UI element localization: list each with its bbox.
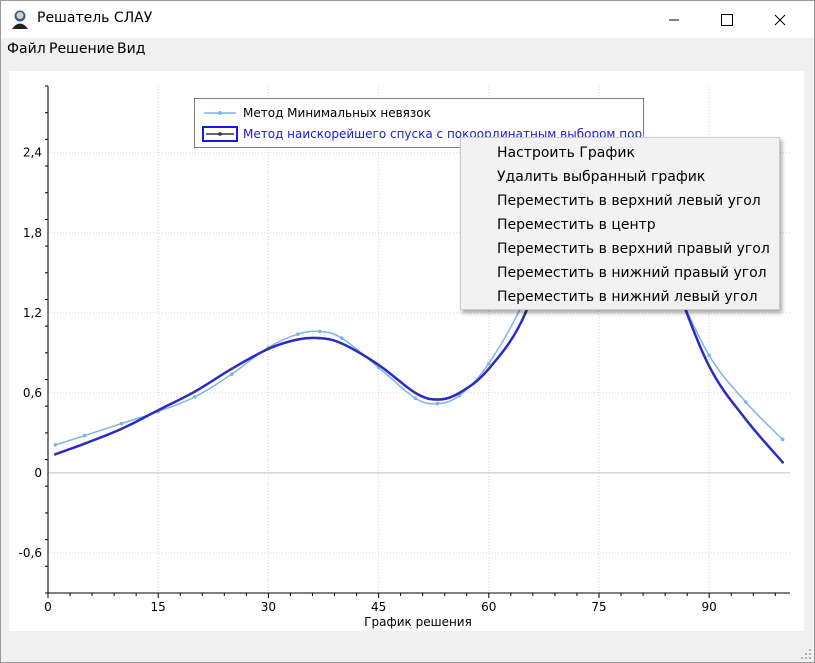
y-tick-label: 1,2 (23, 306, 42, 320)
series-point (53, 443, 58, 447)
series-point (82, 433, 87, 438)
y-tick-label: 1,8 (23, 226, 42, 240)
series-point (781, 460, 785, 464)
y-tick-label: 0,6 (23, 386, 42, 400)
series-point (413, 396, 418, 401)
series-point (295, 332, 300, 336)
series-point (413, 391, 417, 395)
x-tick-label: 30 (261, 600, 276, 614)
series-point (744, 400, 748, 405)
series-point (296, 338, 300, 341)
user-avatar-icon (12, 10, 28, 29)
series-point (266, 347, 270, 351)
x-tick-label: 90 (702, 600, 717, 614)
series-point (486, 361, 491, 366)
series-point (53, 452, 57, 456)
x-tick-label: 60 (481, 600, 496, 614)
series-point (229, 372, 234, 376)
minimize-button[interactable] (651, 1, 697, 38)
menu-view[interactable]: Вид (117, 41, 146, 57)
menu-solve[interactable]: Решение (49, 41, 115, 57)
maximize-button[interactable] (704, 1, 750, 38)
context-menu-item[interactable]: Настроить График (497, 145, 635, 161)
series-point (435, 401, 440, 406)
x-tick-label: 15 (151, 600, 166, 614)
menu-bar: Файл Решение Вид (1, 39, 814, 61)
series-point (318, 329, 322, 334)
context-menu-item[interactable]: Переместить в нижний левый угол (497, 289, 758, 305)
series-point (780, 437, 785, 442)
y-tick-label: -0,6 (19, 546, 42, 560)
window-title: Решатель СЛАУ (37, 10, 153, 26)
context-menu-item[interactable]: Переместить в центр (497, 217, 656, 233)
x-tick-label: 45 (371, 600, 386, 614)
x-axis-label: График решения (364, 615, 472, 629)
x-tick-label: 75 (591, 600, 606, 614)
series-point (487, 367, 491, 371)
legend-marker-2 (218, 132, 222, 136)
series-point (193, 395, 197, 399)
context-menu-item[interactable]: Удалить выбранный график (497, 169, 706, 185)
series-point (524, 311, 527, 315)
minimize-icon (669, 19, 679, 20)
series-point (340, 336, 344, 340)
series-point (744, 418, 748, 421)
maximize-icon (721, 13, 733, 26)
x-tick-label: 0 (44, 600, 52, 614)
close-icon (774, 14, 786, 25)
series-point (318, 336, 322, 340)
legend-entry-1[interactable]: Метод Минимальных невязок (243, 106, 431, 120)
context-menu-item[interactable]: Переместить в верхний левый угол (497, 193, 761, 209)
series-point (377, 363, 380, 367)
chart-axes: 0 15 30 45 60 75 90 -0,6 0 0,6 1,2 1,8 2,4 (19, 85, 790, 614)
context-menu-item[interactable]: Переместить в верхний правый угол (497, 241, 770, 257)
series-point (707, 353, 711, 358)
context-menu-item[interactable]: Переместить в нижний правый угол (497, 265, 767, 281)
y-tick-label: 2,4 (23, 146, 42, 160)
series-point (435, 398, 439, 401)
series-point (707, 364, 711, 368)
y-tick-label: 0 (34, 466, 42, 480)
legend-selection-box (202, 126, 238, 142)
series-point (193, 390, 197, 393)
series-point (119, 421, 124, 426)
context-menu: Настроить График Удалить выбранный график… (460, 137, 780, 310)
series-point (340, 342, 344, 345)
resize-grip-icon[interactable] (800, 648, 812, 660)
title-bar[interactable]: Решатель СЛАУ (1, 1, 814, 38)
legend-marker-1 (218, 111, 222, 115)
series-point (156, 408, 160, 412)
menu-file[interactable]: Файл (7, 41, 46, 57)
series-point (458, 391, 461, 395)
series-point (120, 427, 123, 431)
series-point (83, 442, 87, 445)
series-point (230, 367, 234, 371)
close-button[interactable] (757, 1, 803, 38)
